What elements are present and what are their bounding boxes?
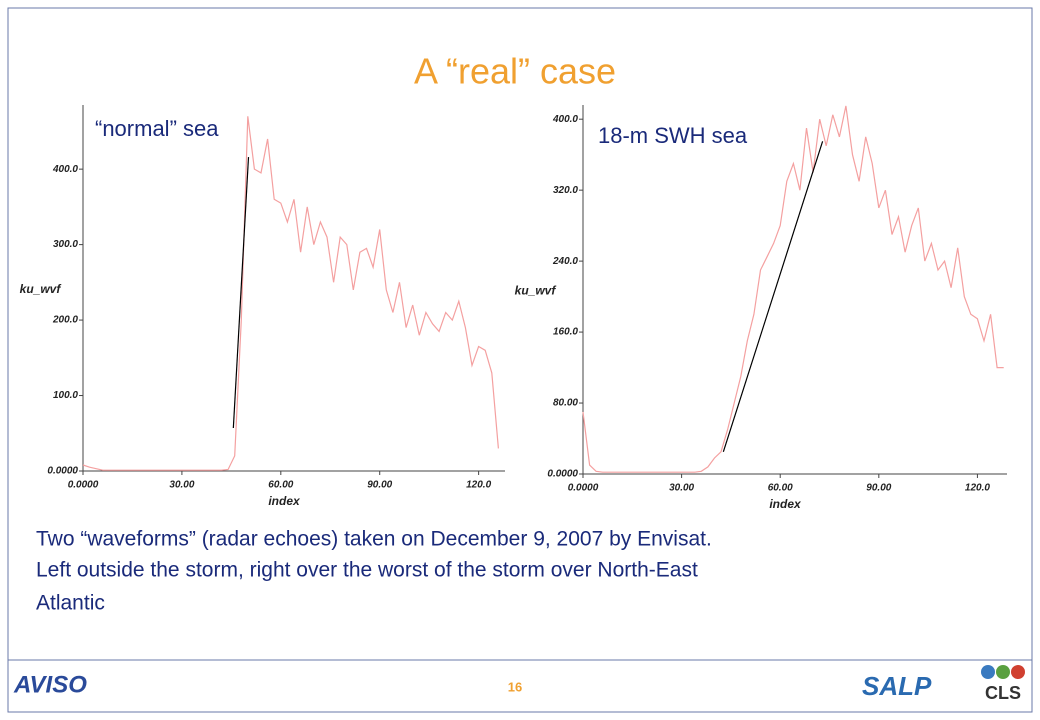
logo-text: SALP: [862, 671, 932, 701]
x-tick-label: 60.00: [268, 480, 293, 491]
chart-annotation: “normal” sea: [95, 116, 219, 141]
y-tick-label: 320.0: [553, 185, 578, 196]
x-tick-label: 120.0: [965, 483, 990, 494]
y-axis-label: ku_wvf: [515, 284, 557, 298]
logo-text: AVISO: [13, 671, 87, 698]
y-tick-label: 0.0000: [547, 469, 578, 480]
y-tick-label: 100.0: [53, 390, 78, 401]
x-tick-label: 90.00: [866, 483, 891, 494]
y-tick-label: 200.0: [52, 315, 78, 326]
waveform-line: [82, 116, 499, 471]
y-tick-label: 300.0: [53, 239, 78, 250]
caption-line: Two “waveforms” (radar echoes) taken on …: [36, 528, 712, 551]
page-number: 16: [508, 679, 522, 694]
fit-line: [232, 157, 250, 429]
y-tick-label: 400.0: [52, 164, 78, 175]
y-axis-label: ku_wvf: [20, 282, 62, 296]
x-tick-label: 120.0: [466, 480, 491, 491]
x-tick-label: 30.00: [669, 483, 694, 494]
x-tick-label: 0.0000: [68, 480, 99, 491]
y-tick-label: 80.00: [553, 398, 578, 409]
y-tick-label: 240.0: [552, 256, 578, 267]
y-tick-label: 400.0: [552, 114, 578, 125]
x-tick-label: 0.0000: [568, 483, 599, 494]
logo-dot: [996, 665, 1010, 679]
fit-line: [722, 141, 824, 453]
caption-line: Left outside the storm, right over the w…: [36, 559, 698, 582]
logo-text: CLS: [985, 683, 1021, 703]
chart-annotation: 18-m SWH sea: [598, 123, 748, 148]
slide-frame: [7, 7, 1033, 713]
logo-dot: [981, 665, 995, 679]
waveform-line: [582, 105, 1004, 473]
caption-line: Atlantic: [36, 592, 105, 615]
x-tick-label: 30.00: [169, 480, 194, 491]
y-tick-label: 0.0000: [47, 466, 78, 477]
x-axis-label: index: [769, 497, 802, 511]
y-tick-label: 160.0: [553, 327, 578, 338]
logo-dot: [1011, 665, 1025, 679]
slide-title: A “real” case: [414, 51, 616, 92]
x-tick-label: 90.00: [367, 480, 392, 491]
x-tick-label: 60.00: [768, 483, 793, 494]
x-axis-label: index: [268, 494, 301, 508]
